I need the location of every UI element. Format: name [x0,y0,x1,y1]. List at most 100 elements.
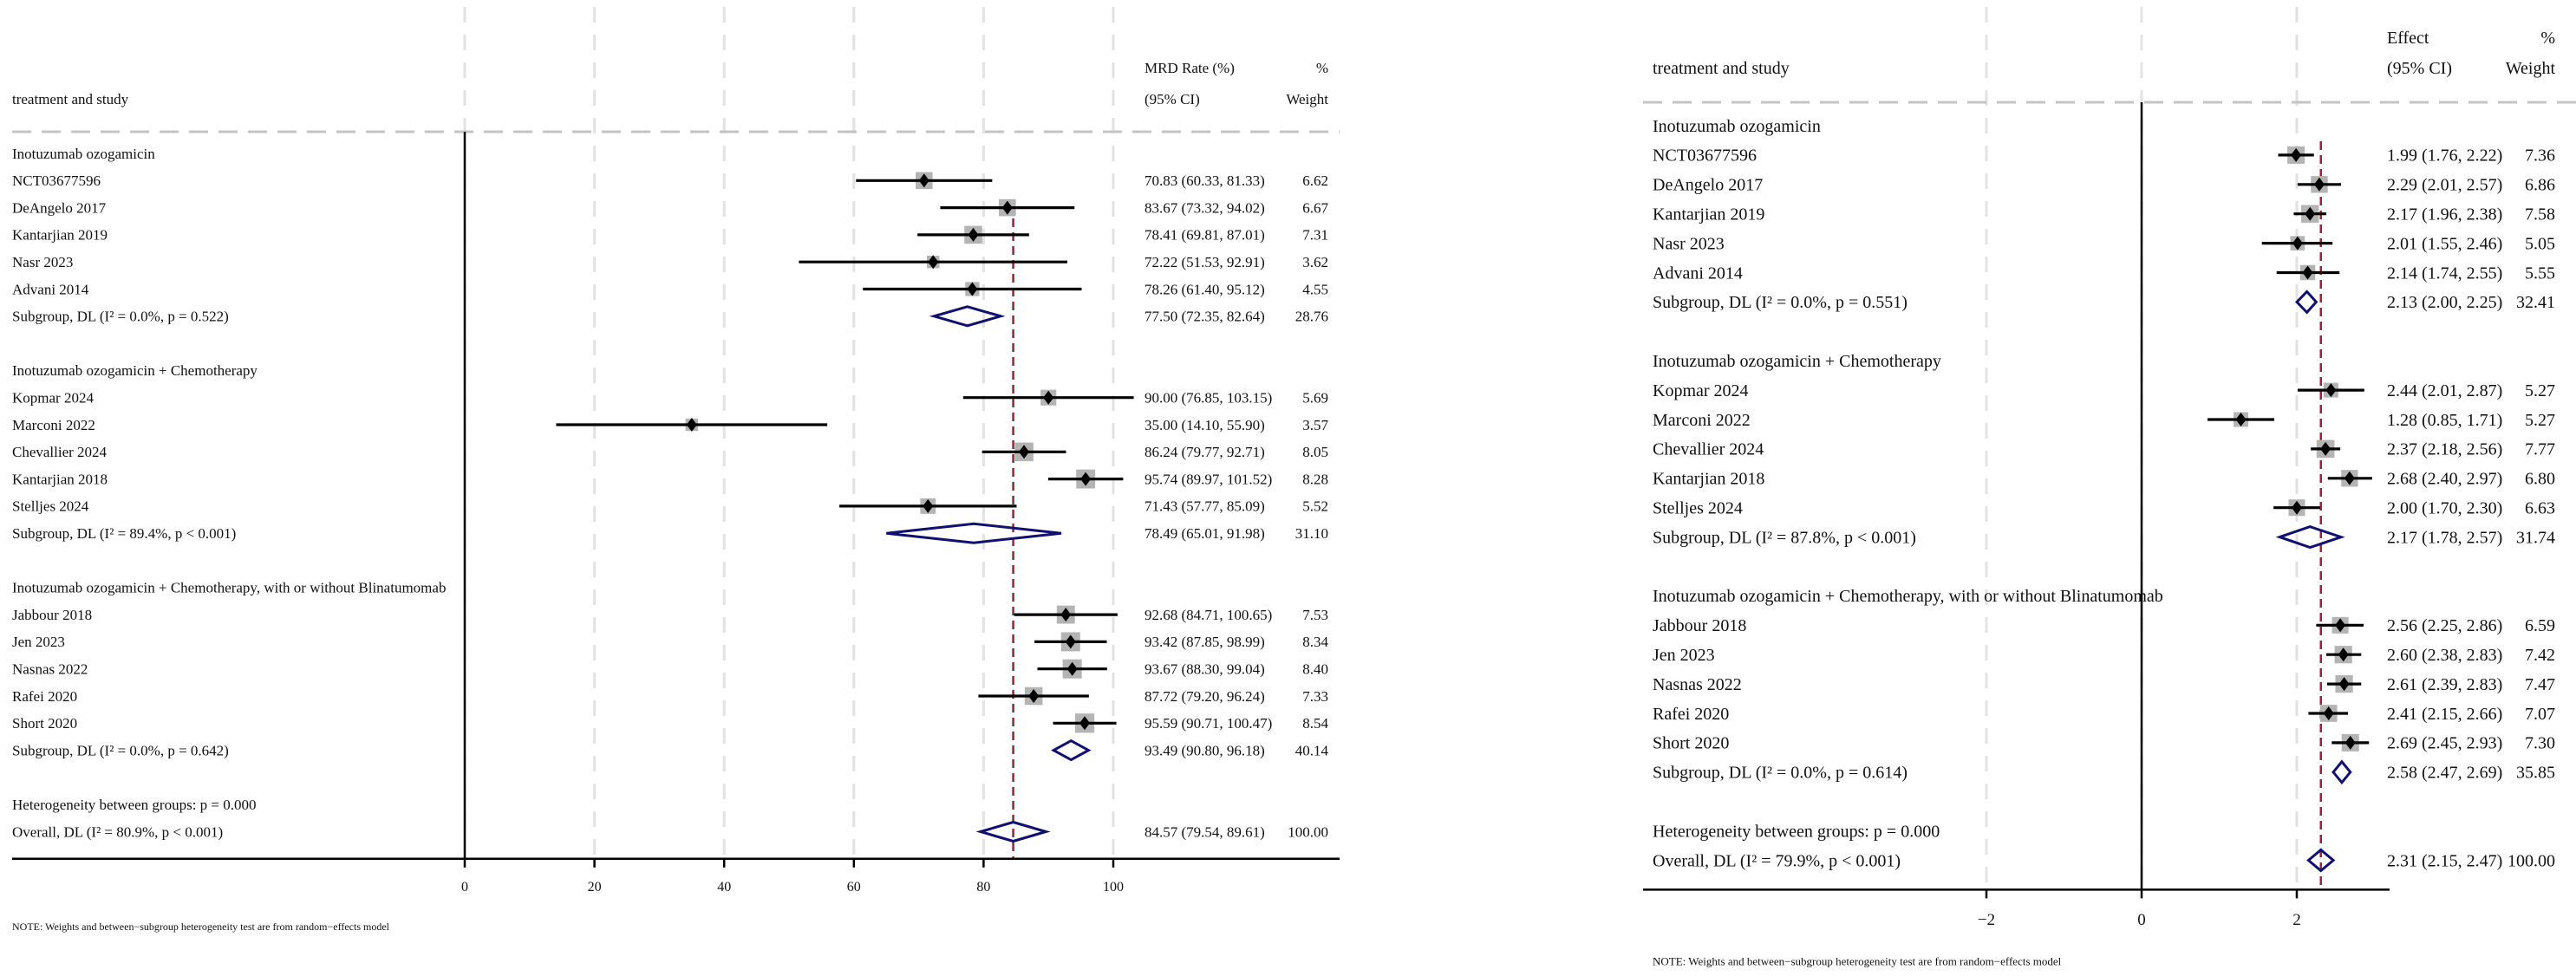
weight-value: 100.00 [2508,851,2555,870]
weight-value: 3.57 [1302,417,1328,433]
estimate-ci-value: 2.00 (1.70, 2.30) [2387,499,2502,518]
point-estimate [2335,618,2346,633]
x-tick-label: −2 [1978,911,1995,929]
study-label: DeAngelo 2017 [1653,176,1763,195]
weight-value: 5.05 [2525,234,2555,253]
study-label: NCT03677596 [1653,146,1757,166]
point-estimate [968,227,979,242]
header-ci: (95% CI) [2387,59,2452,78]
estimate-ci-value: 93.49 (90.80, 96.18) [1145,742,1265,758]
estimate-ci-value: 2.56 (2.25, 2.86) [2387,616,2502,635]
study-label: Jabbour 2018 [1653,616,1746,635]
subgroup-diamond [2331,759,2352,785]
study-label: Kantarjian 2018 [1653,470,1764,489]
estimate-ci-value: 1.28 (0.85, 1.71) [2387,411,2502,430]
weight-value: 7.42 [2525,646,2555,665]
estimate-ci-value: 93.67 (88.30, 99.04) [1145,660,1265,677]
estimate-ci-value: 1.99 (1.76, 2.22) [2387,146,2502,166]
weight-value: 7.77 [2525,440,2555,459]
weight-value: 5.69 [1302,389,1328,406]
estimate-ci-value: 2.58 (2.47, 2.69) [2387,764,2502,783]
overall-diamond [975,820,1051,843]
header-study-column: treatment and study [12,91,129,107]
study-label: Stelljes 2024 [12,498,89,515]
effect-forest-plot: treatment and study Effect (95% CI)% Weight… [1643,7,2576,967]
estimate-ci-value: 35.00 (14.10, 55.90) [1145,417,1265,433]
weight-value: 6.86 [2525,176,2555,195]
study-label: Chevallier 2024 [12,444,108,460]
subgroup-label: Subgroup, DL (I² = 0.0%, p = 0.522) [12,309,229,325]
x-tick-label: 80 [976,880,990,895]
study-label: Jabbour 2018 [12,607,92,623]
estimate-ci-value: 71.43 (57.77, 85.09) [1145,498,1265,515]
group-label: Inotuzumab ozogamicin + Chemotherapy [12,362,258,379]
x-tick-label: 40 [717,880,731,895]
point-estimate [2291,147,2302,162]
header-estimate: Effect [2387,29,2429,48]
x-tick-label: 2 [2292,911,2301,929]
subgroup-diamond [2294,290,2318,315]
point-estimate [2292,500,2302,515]
study-label: Jen 2023 [1653,646,1715,665]
mrd-rate-forest-plot: treatment and study MRD Rate (%) (95% CI)%… [12,7,1340,933]
group-label: Inotuzumab ozogamicin + Chemotherapy, wi… [1653,587,2163,606]
x-tick-label: 0 [2137,911,2146,929]
point-estimate [1060,608,1072,622]
subgroup-diamond [2275,525,2345,550]
estimate-ci-value: 2.44 (2.01, 2.87) [2387,381,2502,400]
point-estimate [1043,390,1054,405]
x-tick-label: 20 [588,880,602,895]
header-study-column: treatment and study [1653,59,1790,78]
estimate-ci-value: 84.57 (79.54, 89.61) [1145,823,1265,840]
weight-value: 28.76 [1295,309,1328,325]
study-label: Nasr 2023 [12,254,73,270]
estimate-ci-value: 86.24 (79.77, 92.71) [1145,444,1265,460]
point-estimate [2302,265,2313,280]
weight-value: 5.27 [2525,381,2555,400]
estimate-ci-value: 2.41 (2.15, 2.66) [2387,705,2502,724]
weight-value: 8.28 [1302,471,1328,487]
study-label: Nasnas 2022 [12,660,88,677]
weight-value: 5.27 [2525,411,2555,430]
study-label: Advani 2014 [12,281,89,297]
point-estimate [2344,735,2356,750]
point-estimate [2344,471,2355,485]
point-estimate [1065,634,1076,649]
subgroup-diamond [929,305,1006,328]
estimate-ci-value: 2.29 (2.01, 2.57) [2387,176,2502,195]
point-estimate [928,255,939,270]
weight-value: 5.55 [2525,264,2555,283]
study-label: Kopmar 2024 [1653,381,1749,400]
point-estimate [2338,677,2350,692]
weight-value: 6.67 [1302,199,1328,216]
subgroup-label: Subgroup, DL (I² = 0.0%, p = 0.642) [12,742,229,758]
point-estimate [2323,706,2334,720]
group-label: Inotuzumab ozogamicin + Chemotherapy, wi… [12,580,446,596]
point-estimate [2338,647,2349,662]
header-weight: Weight [2506,59,2556,78]
weight-value: 31.10 [1295,525,1328,542]
estimate-ci-value: 95.59 (90.71, 100.47) [1145,715,1272,732]
weight-value: 6.59 [2525,616,2555,635]
estimate-ci-value: 87.72 (79.20, 96.24) [1145,688,1265,705]
estimate-ci-value: 2.37 (2.18, 2.56) [2387,440,2502,459]
subgroup-label: Subgroup, DL (I² = 0.0%, p = 0.614) [1653,764,1908,783]
estimate-ci-value: 93.42 (87.85, 98.99) [1145,634,1265,650]
study-label: Kantarjian 2018 [12,471,108,487]
estimate-ci-value: 78.49 (65.01, 91.98) [1145,525,1265,542]
estimate-ci-value: 70.83 (60.33, 81.33) [1145,172,1265,189]
header-weight: Weight [1286,91,1328,107]
study-label: Rafei 2020 [1653,705,1729,724]
point-estimate [2313,177,2325,192]
study-label: Short 2020 [12,715,77,732]
estimate-ci-value: 2.60 (2.38, 2.83) [2387,646,2502,665]
x-tick-label: 100 [1103,880,1124,895]
estimate-ci-value: 83.67 (73.32, 94.02) [1145,199,1265,216]
header-percent: % [2540,29,2555,48]
weight-value: 5.52 [1302,498,1328,515]
point-estimate [1080,472,1092,486]
study-label: Advani 2014 [1653,264,1743,283]
group-label: Inotuzumab ozogamicin + Chemotherapy [1653,352,1941,371]
study-label: Chevallier 2024 [1653,440,1764,459]
